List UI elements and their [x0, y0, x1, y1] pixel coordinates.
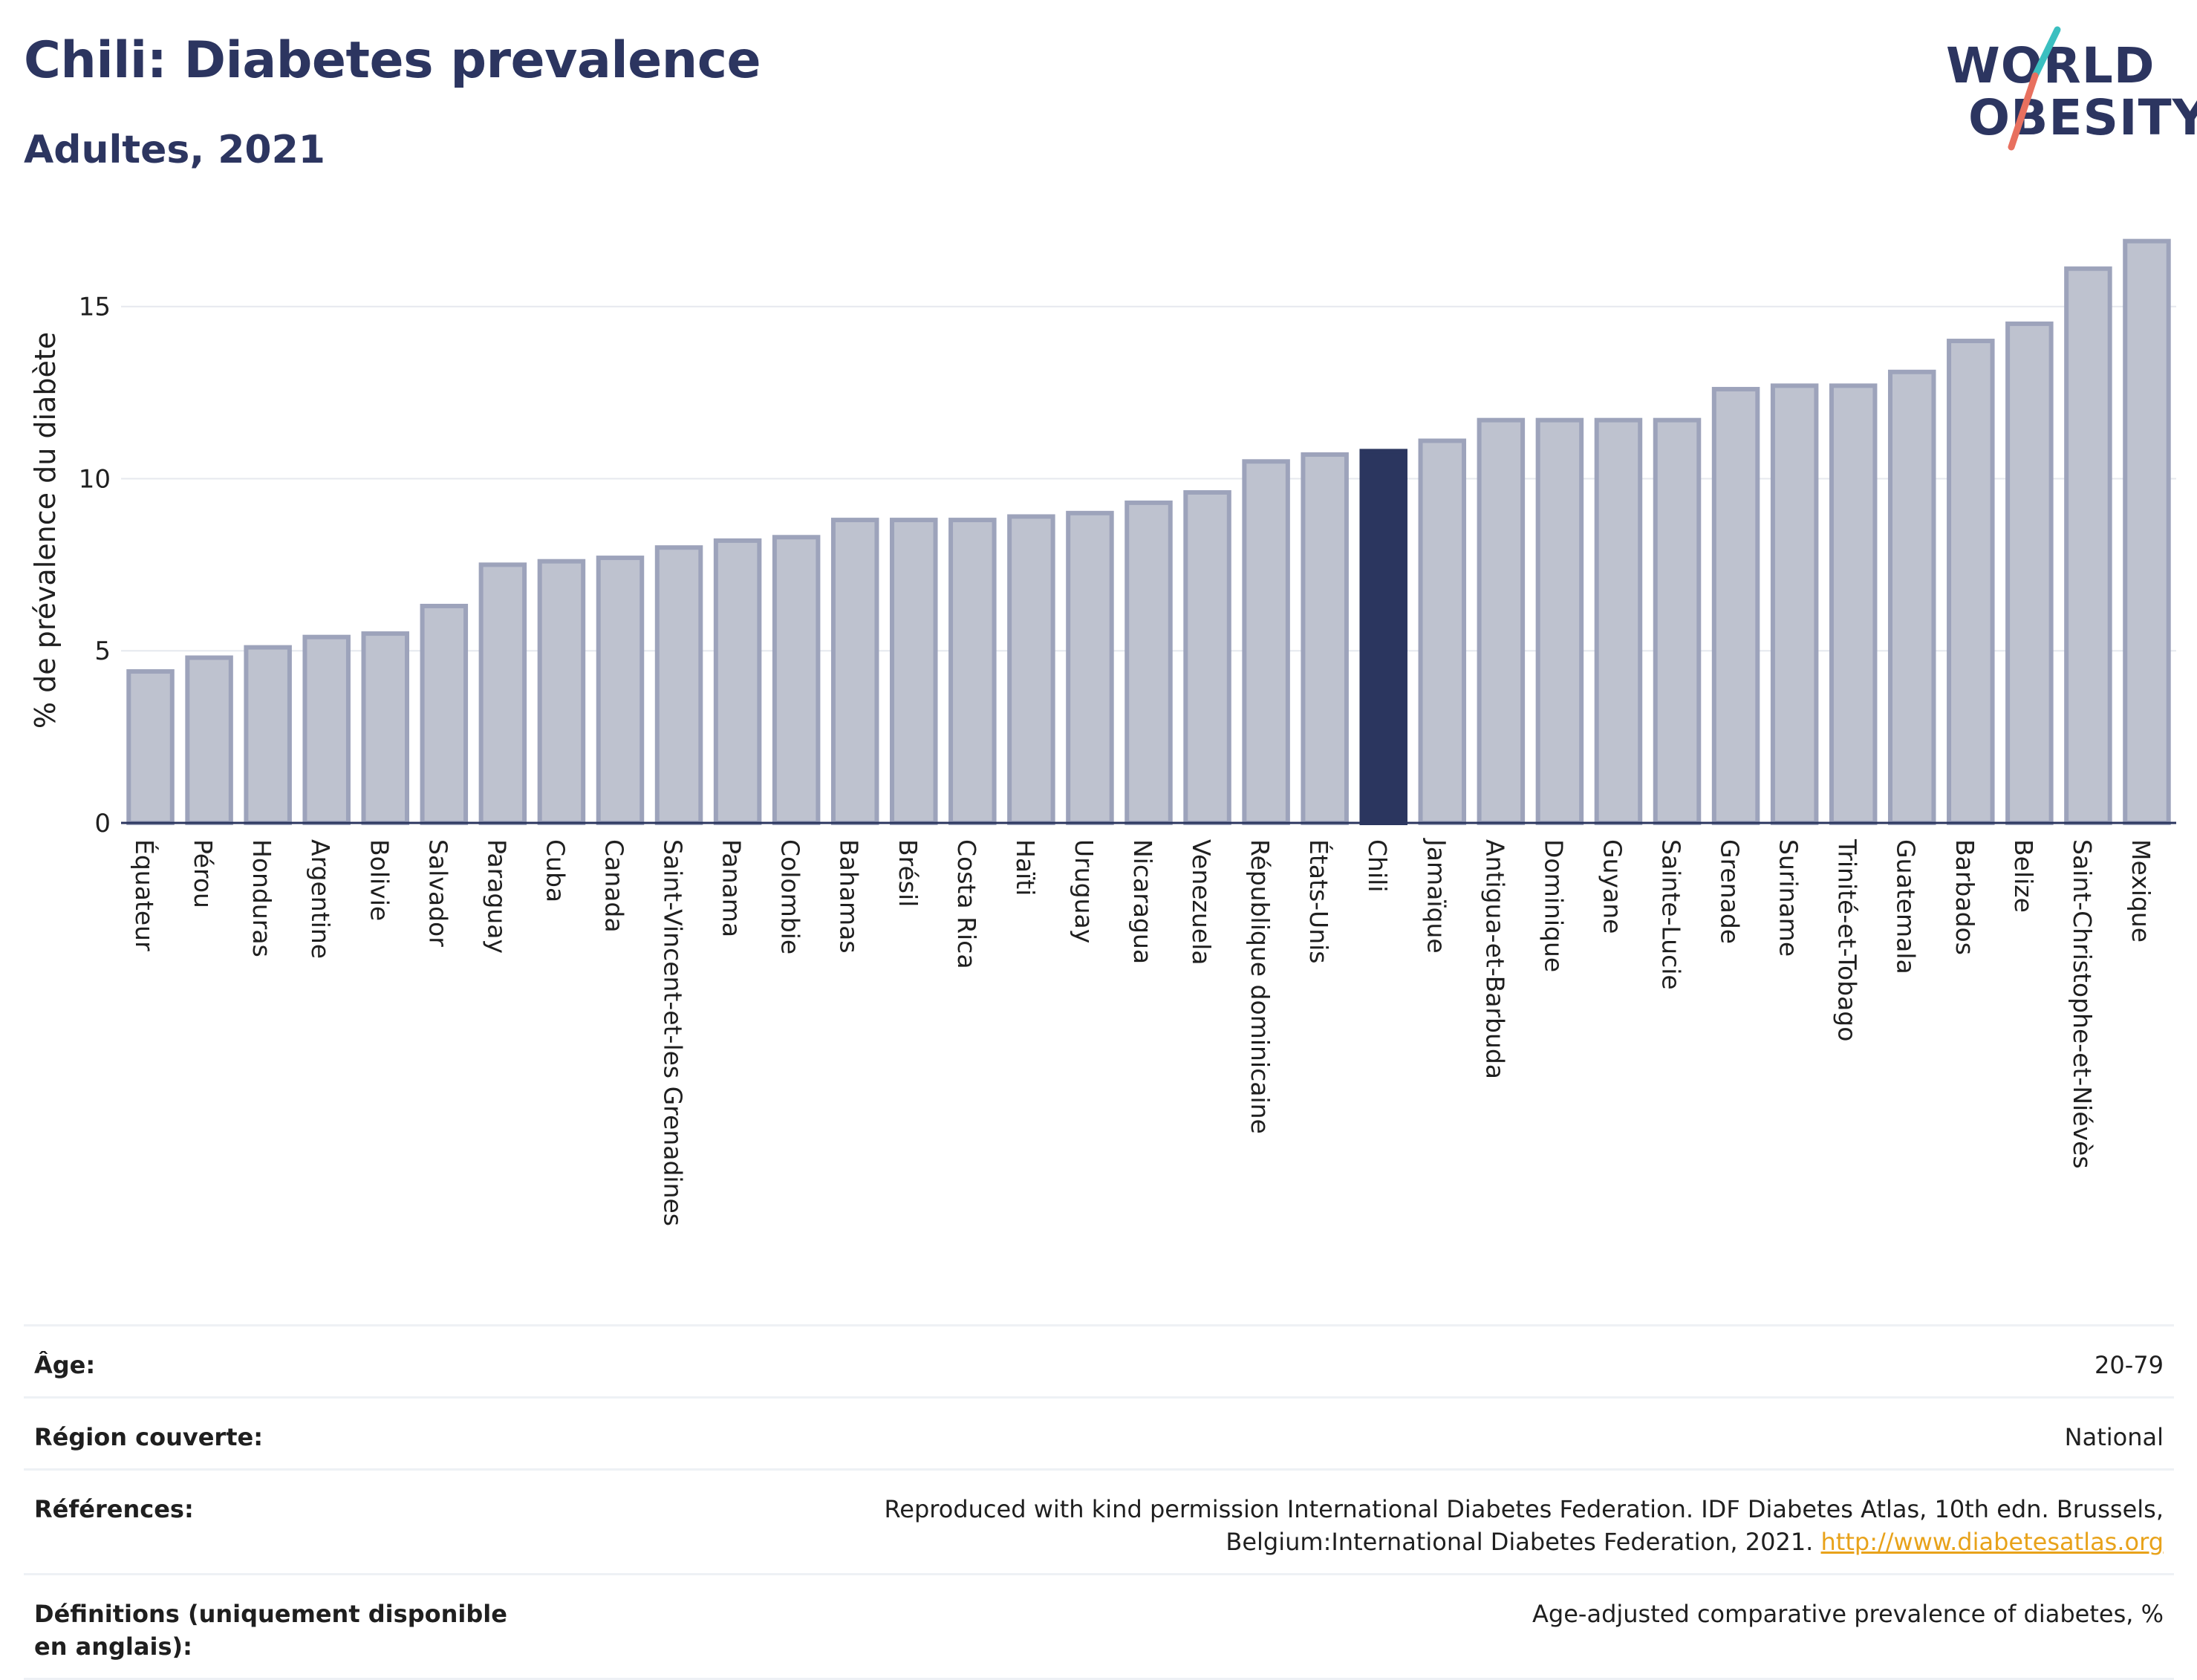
bar-21	[1359, 449, 1407, 825]
x-tick-label: Nicaragua	[1128, 839, 1157, 964]
bar-33	[2064, 266, 2112, 825]
bar-31	[1947, 339, 1995, 825]
x-tick-label: Canada	[599, 839, 628, 933]
x-tick-label: Bolivie	[365, 839, 394, 921]
info-row-references: Références: Reproduced with kind permiss…	[24, 1471, 2174, 1575]
bar-13	[890, 518, 938, 825]
references-link[interactable]: http://www.diabetesatlas.org	[1820, 1528, 2164, 1556]
x-tick-label: Antigua-et-Barbuda	[1480, 839, 1509, 1079]
info-row-region: Région couverte: National	[24, 1399, 2174, 1471]
bar-23	[1477, 417, 1526, 825]
x-tick-label: Chili	[1363, 839, 1392, 892]
bar-9	[654, 545, 703, 825]
x-axis-labels: Équateur Pérou Honduras Argentine Bolivie Sal…	[130, 838, 2155, 1226]
definitions-value: Age-adjusted comparative prevalence of d…	[1532, 1600, 2164, 1628]
x-tick-label: Belize	[2009, 839, 2038, 913]
chart-title: Chili: Diabetes prevalence	[24, 31, 761, 90]
x-tick-label: Honduras	[247, 839, 276, 957]
bar-19	[1242, 459, 1290, 825]
x-tick-label: Bahamas	[835, 839, 864, 954]
bar-1	[185, 655, 233, 825]
region-label: Région couverte:	[34, 1423, 263, 1451]
bar-20	[1301, 452, 1349, 825]
x-tick-label: Équateur	[130, 839, 160, 951]
x-tick-label: Sainte-Lucie	[1657, 839, 1686, 990]
x-tick-label: Suriname	[1774, 839, 1803, 957]
bar-10	[713, 538, 762, 825]
bar-22	[1418, 438, 1467, 825]
bar-18	[1183, 490, 1231, 825]
bar-11	[772, 535, 821, 825]
bar-14	[948, 518, 997, 825]
bar-26	[1653, 417, 1702, 825]
x-tick-label: Salvador	[423, 839, 452, 947]
x-tick-label: Brésil	[894, 839, 922, 907]
x-tick-label: Jamaïque	[1422, 838, 1451, 954]
region-value: National	[2064, 1423, 2164, 1451]
chart-subtitle: Adultes, 2021	[24, 128, 325, 172]
y-axis-label: % de prévalence du diabète	[29, 332, 62, 729]
bar-30	[1887, 369, 1936, 825]
bar-16	[1066, 510, 1114, 825]
x-tick-label: Argentine	[306, 839, 335, 959]
bar-34	[2123, 238, 2171, 825]
x-tick-label: Colombie	[776, 839, 805, 954]
bar-7	[537, 559, 586, 825]
bar-2	[244, 645, 292, 825]
x-tick-label: Mexique	[2126, 839, 2155, 942]
x-tick-label: Haïti	[1011, 839, 1040, 896]
y-tick-label: 10	[79, 464, 111, 494]
bar-29	[1829, 383, 1878, 826]
age-value: 20-79	[2095, 1351, 2164, 1379]
logo-line-2: OBESITY	[1968, 89, 2197, 146]
x-tick-label: Grenade	[1716, 839, 1745, 944]
bar-32	[2005, 321, 2054, 826]
x-tick-label: Barbados	[1950, 839, 1979, 955]
x-tick-label: Guatemala	[1892, 839, 1921, 974]
references-label: Références:	[34, 1495, 194, 1523]
bar-15	[1007, 514, 1055, 825]
x-tick-label: Cuba	[541, 839, 570, 902]
bar-5	[420, 603, 469, 825]
x-tick-label: Panama	[717, 839, 746, 937]
bar-27	[1711, 386, 1760, 825]
definitions-label: Définitions (uniquement disponible en an…	[34, 1600, 507, 1661]
bar-4	[361, 631, 410, 826]
bar-28	[1770, 383, 1819, 826]
references-value: Reproduced with kind permission Internat…	[678, 1493, 2164, 1558]
x-tick-label: Trinité-et-Tobago	[1833, 839, 1862, 1041]
bars	[126, 238, 2171, 826]
info-row-age: Âge: 20-79	[24, 1326, 2174, 1399]
x-tick-label: Pérou	[189, 839, 218, 908]
bar-6	[478, 562, 527, 825]
x-tick-label: Paraguay	[482, 839, 511, 954]
references-text: Reproduced with kind permission Internat…	[884, 1495, 2164, 1556]
x-tick-label: États-Unis	[1304, 839, 1334, 963]
info-table: Âge: 20-79 Région couverte: National Réf…	[24, 1324, 2174, 1680]
x-tick-label: Saint-Christophe-et-Niévès	[2068, 839, 2097, 1169]
x-tick-label: Guyane	[1598, 839, 1627, 934]
y-axis: 0 5 10 15	[79, 293, 111, 839]
world-obesity-logo: WORLD OBESITY	[1931, 22, 2197, 156]
x-tick-label: République dominicaine	[1246, 839, 1275, 1134]
bar-24	[1535, 417, 1584, 825]
bar-0	[126, 669, 175, 825]
age-label: Âge:	[34, 1351, 96, 1379]
info-row-definitions: Définitions (uniquement disponible en an…	[24, 1575, 2174, 1680]
bar-chart: 0 5 10 15 Équateur Pérou Honduras Argentine Bol…	[29, 238, 2176, 1226]
bar-12	[830, 518, 879, 825]
bar-17	[1124, 500, 1173, 825]
bar-3	[302, 634, 351, 825]
x-tick-label: Costa Rica	[952, 839, 981, 969]
y-tick-label: 15	[79, 293, 111, 322]
x-tick-label: Venezuela	[1187, 839, 1216, 965]
x-tick-label: Dominique	[1539, 839, 1568, 972]
logo-slash-icon	[2008, 26, 2061, 151]
y-tick-label: 0	[94, 809, 111, 839]
x-tick-label: Saint-Vincent-et-les Grenadines	[659, 839, 688, 1226]
y-tick-label: 5	[94, 636, 111, 666]
bar-8	[596, 556, 645, 825]
bar-25	[1594, 417, 1643, 825]
x-tick-label: Uruguay	[1070, 839, 1098, 943]
